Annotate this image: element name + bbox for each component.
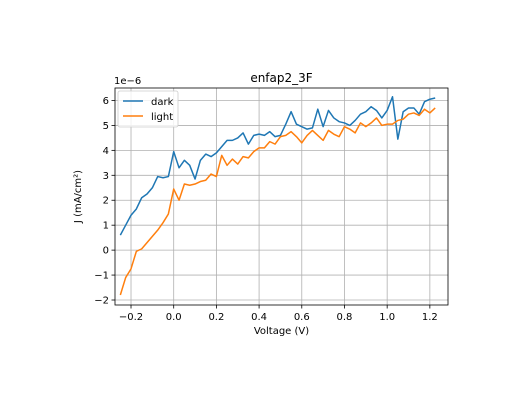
y-tick-label: −1 [94,271,109,282]
chart-title: enfap2_3F [250,71,312,85]
y-axis-ticks: −2 −1 0 1 2 3 4 5 6 [94,96,115,307]
series-line-dark [119,95,436,236]
x-tick-label: 0.4 [251,312,267,323]
x-axis-ticks: −0.2 0.0 0.2 0.4 0.6 0.8 1.0 1.2 [119,305,438,323]
x-tick-label: −0.2 [119,312,143,323]
y-tick-label: −2 [94,296,109,307]
y-tick-label: 3 [103,171,109,182]
x-tick-label: 1.0 [379,312,395,323]
legend-box [117,90,179,128]
y-tick-label: 1 [103,221,109,232]
x-tick-label: 0.2 [208,312,224,323]
x-tick-label: 0.8 [337,312,353,323]
legend-label-dark: dark [151,97,174,108]
y-tick-label: 2 [103,196,109,207]
series-line-light [119,107,436,296]
x-tick-label: 1.2 [422,312,438,323]
grid-lines [115,88,448,305]
y-tick-label: 0 [103,246,109,257]
x-axis-title: Voltage (V) [254,326,309,337]
x-tick-label: 0.6 [294,312,310,323]
plot-area-frame [114,87,449,306]
y-axis-offset-text: 1e−6 [114,76,141,87]
legend-label-light: light [151,112,173,123]
x-tick-label: 0.0 [166,312,182,323]
y-tick-label: 5 [103,121,109,132]
y-axis-title: J (mA/cm²) [73,170,84,224]
y-tick-label: 4 [103,146,109,157]
series-lines [119,95,436,296]
y-tick-label: 6 [103,96,109,107]
legend: dark light [117,90,179,128]
